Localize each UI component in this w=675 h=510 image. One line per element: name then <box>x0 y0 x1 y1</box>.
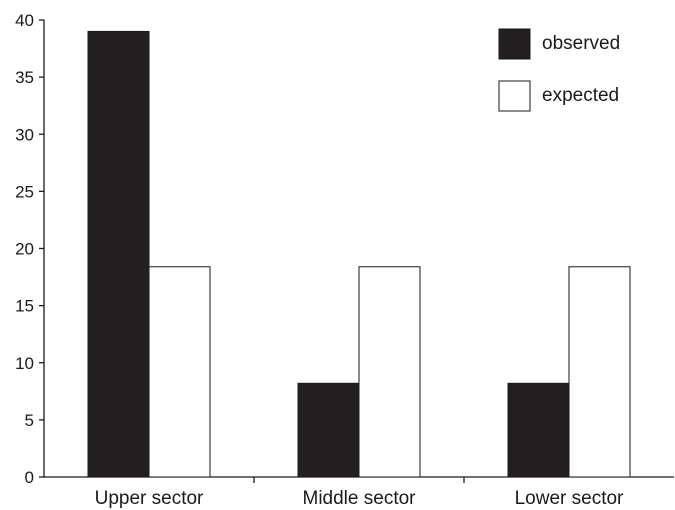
bar-observed <box>87 30 150 478</box>
legend-label-observed: observed <box>542 33 620 54</box>
bar-observed <box>297 382 360 478</box>
y-tick-label: 0 <box>25 468 34 487</box>
bars <box>87 30 631 478</box>
bar-observed <box>507 382 570 478</box>
bar-expected <box>568 266 631 478</box>
bar-expected <box>148 266 211 478</box>
y-tick-label: 30 <box>15 125 34 144</box>
legend-label-expected: expected <box>542 85 619 106</box>
y-tick-label: 5 <box>25 411 34 430</box>
x-category-label: Middle sector <box>303 488 417 509</box>
y-tick-label: 20 <box>15 240 34 259</box>
y-tick-label: 35 <box>15 68 34 87</box>
y-tick-label: 40 <box>15 11 34 30</box>
y-tick-label: 25 <box>15 182 34 201</box>
x-category-label: Lower sector <box>515 488 624 509</box>
y-tick-label: 15 <box>15 297 34 316</box>
legend: observed expected <box>498 28 620 112</box>
x-axis: Upper sector Middle sector Lower sector <box>44 476 674 509</box>
x-category-label: Upper sector <box>95 488 204 509</box>
bar-expected <box>358 266 421 478</box>
legend-swatch-observed <box>498 28 531 60</box>
y-tick-label: 10 <box>15 354 34 373</box>
legend-swatch-expected <box>498 80 531 112</box>
y-axis: 0 5 10 15 20 25 30 35 40 <box>15 11 45 487</box>
